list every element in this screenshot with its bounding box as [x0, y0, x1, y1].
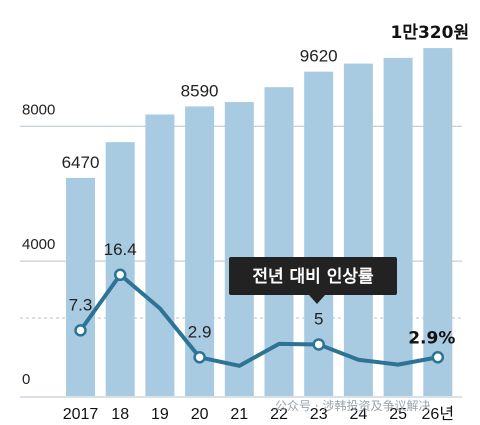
rate-label-18: 16.4 [104, 240, 137, 259]
rate-label-20: 2.9 [188, 322, 212, 341]
bar-label-23: 9620 [300, 47, 338, 66]
bar-value-labels: 6470 8590 9620 1만320원 [62, 23, 470, 172]
legend-pointer [309, 295, 325, 304]
rate-point-18 [113, 268, 127, 282]
x-tick-18: 18 [111, 406, 129, 423]
legend-box [229, 257, 397, 295]
y-axis-ticks: 0 4000 8000 [22, 101, 55, 388]
rate-point-26년 [431, 351, 445, 364]
x-tick-22: 22 [270, 406, 288, 423]
bar-label-2017: 6470 [62, 153, 100, 172]
bar-26년 [423, 48, 453, 396]
bars [66, 48, 453, 397]
x-tick-20: 20 [191, 406, 209, 423]
bar-25 [383, 57, 413, 397]
bar-24 [343, 63, 373, 396]
y-tick-0: 0 [22, 371, 30, 388]
x-tick-24: 24 [350, 406, 368, 423]
rate-label-26년: 2.9% [408, 328, 455, 348]
rate-polyline [78, 272, 440, 368]
watermark: 公众号 · 涉韩投资及争议解决 [275, 398, 430, 413]
bar-label-26년: 1만320원 [390, 23, 469, 43]
bar-21 [224, 102, 254, 397]
x-tick-2017: 2017 [63, 406, 99, 423]
rate-label-23: 5 [314, 309, 323, 328]
rate-point-2017 [74, 324, 87, 337]
rate-label-2017: 7.3 [69, 295, 93, 314]
rate-point-23 [312, 338, 325, 351]
bar-2017 [66, 177, 95, 396]
x-tick-23: 23 [310, 406, 328, 423]
y-tick-8000: 8000 [22, 101, 55, 118]
legend-label: 전년 대비 인상률 [252, 267, 374, 287]
line-legend-callout: 전년 대비 인상률 [229, 257, 397, 304]
x-axis-ticks: 2017 18 19 20 21 22 23 24 25 26년 [63, 405, 454, 423]
x-tick-25: 25 [389, 406, 407, 423]
bar-label-20: 8590 [181, 81, 219, 100]
x-tick-19: 19 [151, 406, 169, 423]
x-tick-21: 21 [230, 406, 248, 423]
rate-line [74, 268, 445, 368]
y-tick-4000: 4000 [22, 236, 55, 253]
rate-value-labels: 7.3 16.4 2.9 5 2.9% [69, 240, 456, 349]
x-tick-26년: 26년 [422, 405, 455, 423]
rate-point-20 [193, 351, 206, 364]
bar-19 [145, 114, 175, 396]
